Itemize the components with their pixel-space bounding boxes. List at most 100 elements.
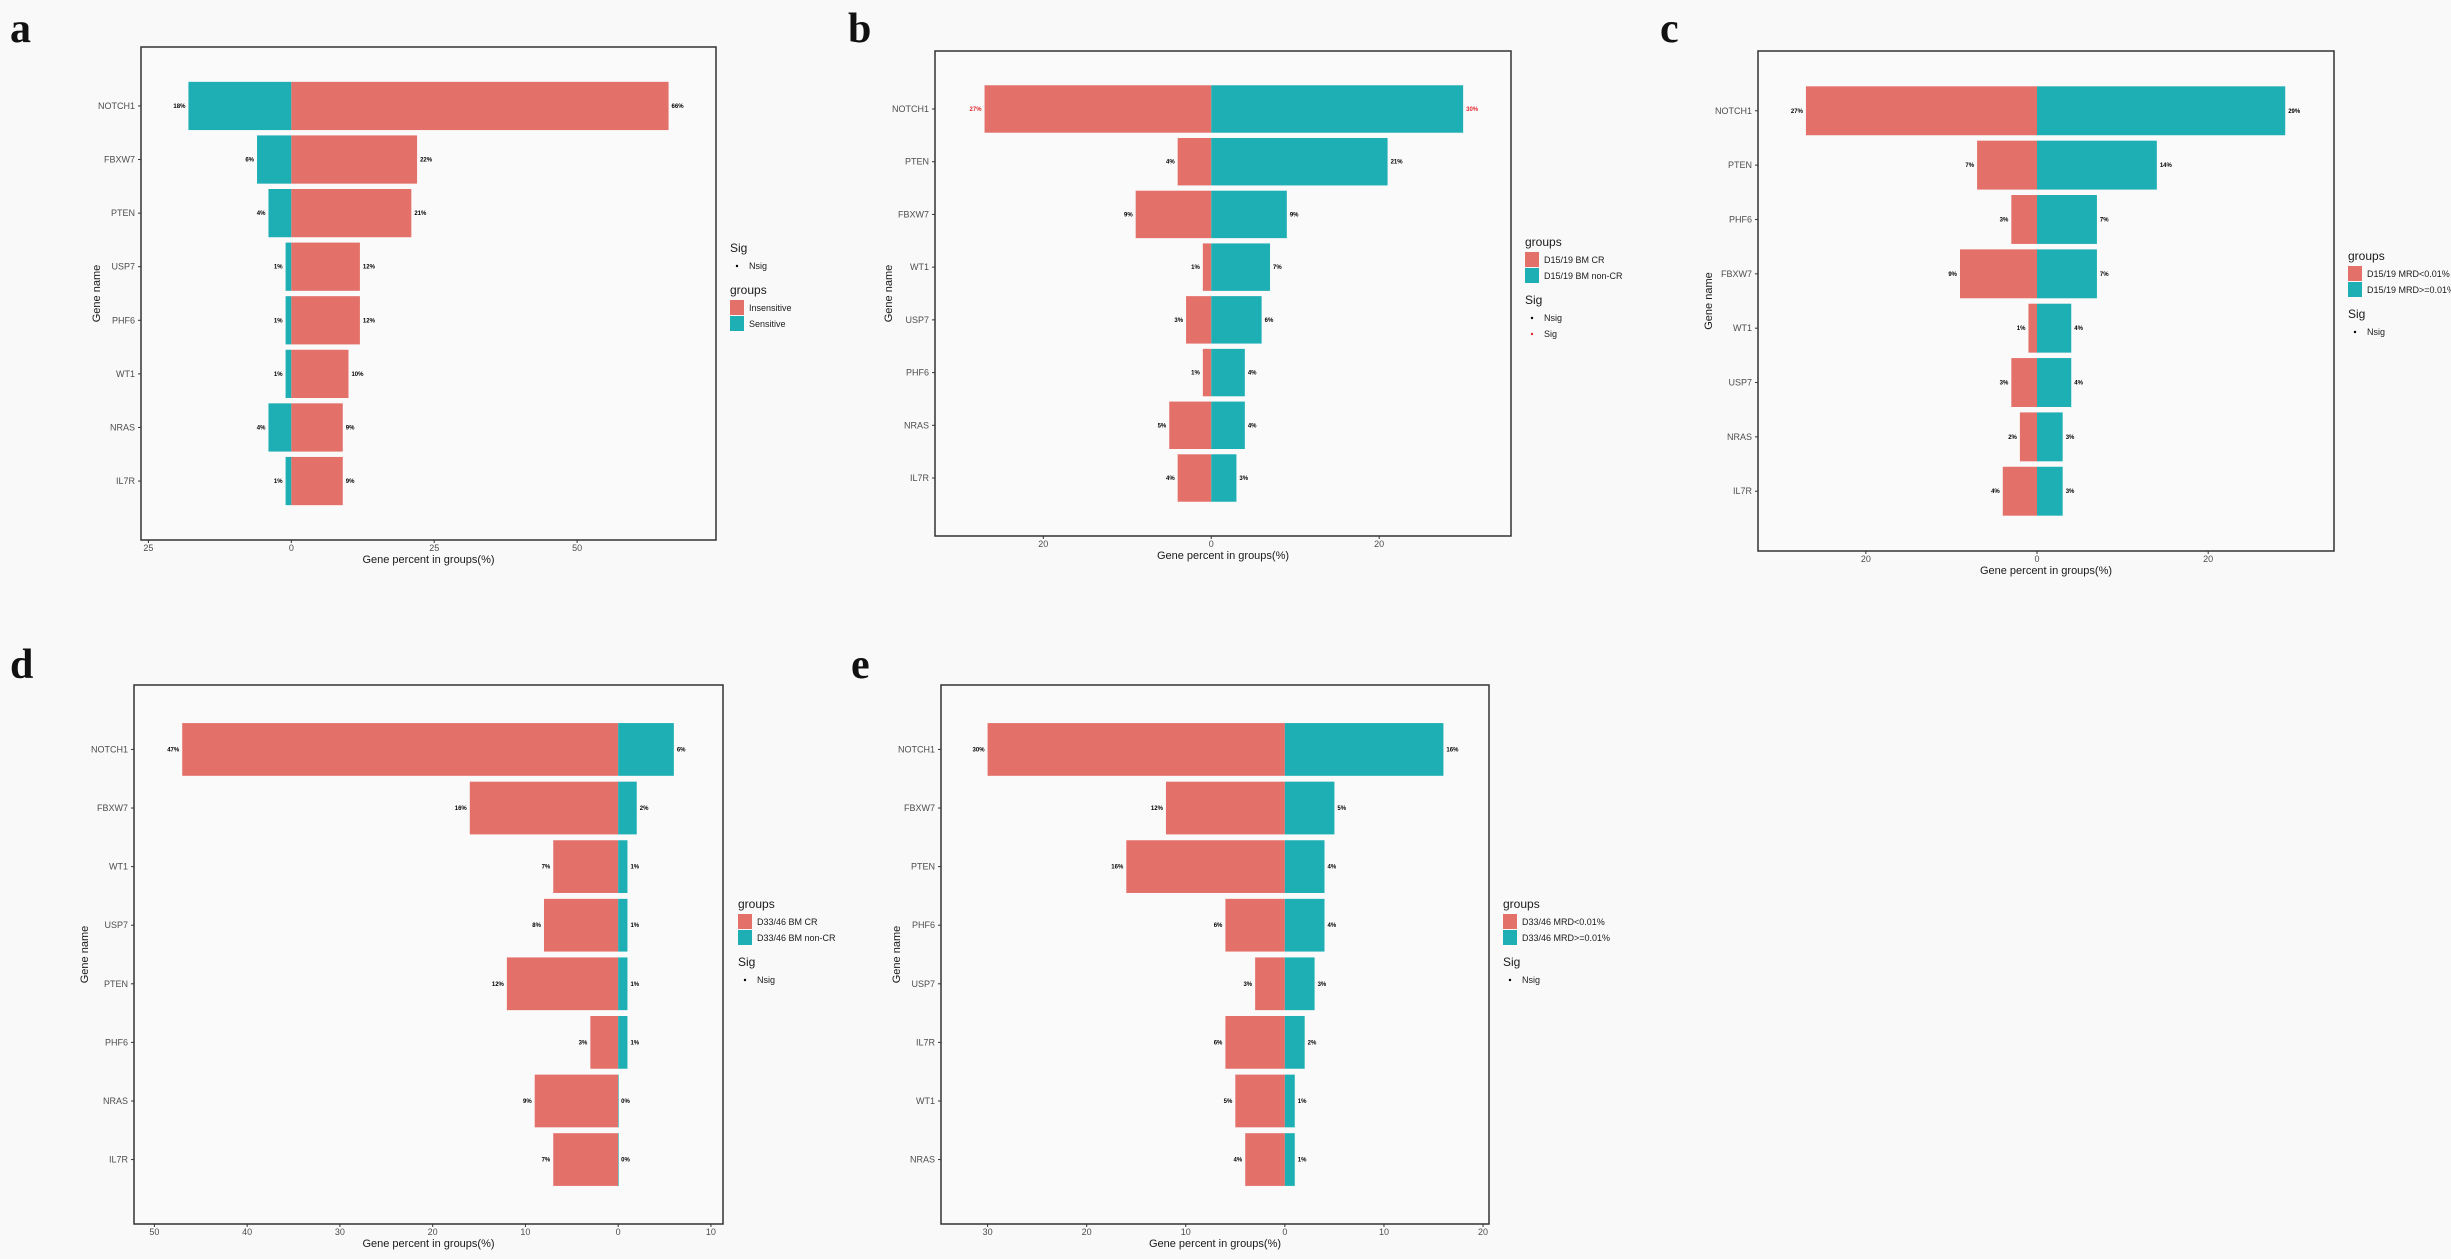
- x-tick-label: 40: [242, 1227, 252, 1237]
- legend-key: [2348, 282, 2362, 297]
- legend-title: groups: [1525, 235, 1562, 249]
- legend-label: D15/19 MRD>=0.01%: [2367, 285, 2451, 295]
- bar-d33-46-mrd-0-01-: [1245, 1133, 1285, 1186]
- gene-label: FBXW7: [898, 209, 929, 219]
- x-tick-label: 0: [1282, 1227, 1287, 1237]
- value-label: 4%: [2074, 381, 2083, 387]
- bar-d33-46-mrd-0-01-: [1126, 840, 1285, 893]
- bar-d15-19-mrd-0-01-: [2037, 358, 2072, 407]
- gene-label: IL7R: [1733, 486, 1753, 496]
- value-label: 4%: [1248, 423, 1257, 429]
- legend-label: D15/19 BM non-CR: [1544, 271, 1623, 281]
- x-axis-title: Gene percent in groups(%): [1980, 565, 2112, 577]
- value-label: 4%: [1328, 865, 1337, 871]
- legend-key: [2348, 266, 2362, 281]
- bar-d33-46-bm-cr: [543, 898, 619, 952]
- gene-label: NOTCH1: [898, 744, 935, 754]
- bar-d15-19-bm-non-cr: [1211, 85, 1464, 133]
- value-label: 6%: [1214, 1040, 1223, 1046]
- x-tick-label: 25: [429, 543, 439, 553]
- bar-d33-46-mrd-0-01-: [1284, 957, 1315, 1011]
- legend-title: Sig: [1503, 955, 1520, 969]
- bar-d33-46-mrd-0-01-: [1284, 898, 1325, 952]
- gene-label: NOTCH1: [91, 744, 128, 754]
- legend-label: Nsig: [2367, 327, 2385, 337]
- bar-d33-46-mrd-0-01-: [1165, 781, 1285, 835]
- value-label: 7%: [2100, 217, 2109, 223]
- value-label: 9%: [346, 425, 355, 431]
- value-label: 30%: [1466, 107, 1479, 113]
- gene-label: NRAS: [103, 1096, 128, 1106]
- value-label: 16%: [1446, 747, 1459, 753]
- value-label: 21%: [414, 211, 427, 217]
- bar-d15-19-bm-non-cr: [1211, 190, 1287, 239]
- bar-d33-46-bm-non-cr: [618, 898, 628, 952]
- gene-label: WT1: [1733, 323, 1752, 333]
- gene-label: WT1: [916, 1096, 935, 1106]
- value-label: 1%: [630, 923, 639, 929]
- x-tick-label: 30: [983, 1227, 993, 1237]
- bar-insensitive: [291, 349, 349, 398]
- gene-label: NRAS: [904, 420, 929, 430]
- value-label: 21%: [1391, 160, 1404, 166]
- gene-label: FBXW7: [904, 803, 935, 813]
- gene-label: IL7R: [116, 476, 136, 486]
- bar-sensitive: [188, 81, 292, 131]
- legend-label: D33/46 MRD<0.01%: [1522, 917, 1605, 927]
- value-label: 6%: [1265, 318, 1274, 324]
- x-tick-label: 30: [335, 1227, 345, 1237]
- panel-c: c NOTCH1 27% 29% PTEN 7% 14% PHF6 3% 7% FBXW7 9% 7% W…: [1660, 6, 2451, 577]
- value-label: 1%: [274, 265, 283, 271]
- bar-d15-19-mrd-0-01-: [1959, 249, 2038, 299]
- value-label: 8%: [532, 923, 541, 929]
- value-label: 1%: [1298, 1158, 1307, 1164]
- x-tick-label: 0: [289, 543, 294, 553]
- y-axis-title: Gene name: [891, 926, 903, 983]
- bar-sensitive: [285, 456, 292, 506]
- bar-d15-19-bm-non-cr: [1211, 348, 1245, 397]
- gene-label: NOTCH1: [98, 101, 135, 111]
- gene-label: FBXW7: [1721, 269, 1752, 279]
- legend: groups D33/46 MRD<0.01% D33/46 MRD>=0.01% S…: [1503, 897, 1610, 985]
- bar-insensitive: [291, 189, 412, 238]
- bar-sensitive: [285, 242, 292, 291]
- bar-d33-46-mrd-0-01-: [1284, 840, 1325, 893]
- bar-d15-19-bm-non-cr: [1211, 401, 1245, 450]
- bar-d15-19-bm-cr: [1169, 401, 1212, 450]
- bar-d15-19-bm-cr: [1135, 190, 1212, 239]
- bar-d33-46-bm-cr: [469, 781, 619, 835]
- bar-sensitive: [285, 296, 292, 345]
- gene-label: FBXW7: [104, 155, 135, 165]
- bar-d15-19-mrd-0-01-: [2011, 195, 2038, 244]
- bar-d15-19-bm-cr: [1177, 137, 1212, 186]
- legend-point-key: [1530, 332, 1534, 336]
- bar-d15-19-bm-cr: [984, 85, 1212, 133]
- value-label: 1%: [1298, 1099, 1307, 1105]
- bar-d15-19-mrd-0-01-: [2037, 466, 2063, 516]
- value-label: 4%: [257, 211, 266, 217]
- legend-key: [1503, 930, 1517, 945]
- bar-d15-19-bm-non-cr: [1211, 137, 1388, 186]
- value-label: 27%: [1791, 109, 1804, 115]
- bar-d33-46-mrd-0-01-: [1225, 1016, 1285, 1069]
- gene-label: FBXW7: [97, 803, 128, 813]
- bar-sensitive: [285, 349, 292, 398]
- x-axis-title: Gene percent in groups(%): [1149, 1238, 1281, 1250]
- value-label: 9%: [1124, 212, 1133, 218]
- bar-d33-46-mrd-0-01-: [1284, 1016, 1305, 1069]
- x-tick-label: 20: [1082, 1227, 1092, 1237]
- bar-d15-19-mrd-0-01-: [2028, 303, 2038, 353]
- bar-d15-19-mrd-0-01-: [2002, 466, 2038, 516]
- value-label: 4%: [1166, 160, 1175, 166]
- bar-d15-19-bm-non-cr: [1211, 296, 1262, 344]
- bar-d15-19-bm-cr: [1177, 454, 1212, 502]
- value-label: 12%: [363, 265, 376, 271]
- value-label: 3%: [2066, 489, 2075, 495]
- legend: groups D33/46 BM CR D33/46 BM non-CR SigNsi…: [738, 897, 836, 985]
- value-label: 12%: [492, 982, 505, 988]
- bar-d33-46-bm-cr: [506, 957, 619, 1011]
- bar-d33-46-mrd-0-01-: [1284, 1074, 1295, 1128]
- panel-e: e NOTCH1 30% 16% FBXW7 12% 5% PTEN 16% 4% PHF6 6% 4%…: [851, 642, 1610, 1250]
- value-label: 7%: [1273, 265, 1282, 271]
- value-label: 1%: [274, 479, 283, 485]
